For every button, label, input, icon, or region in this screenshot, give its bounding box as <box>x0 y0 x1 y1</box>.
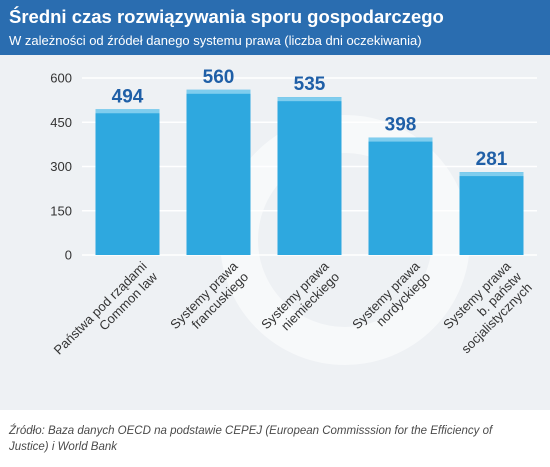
y-tick-label: 450 <box>50 115 72 130</box>
bar-cap <box>368 137 433 142</box>
data-label: 535 <box>294 74 326 95</box>
footer <box>0 410 550 467</box>
chart-subtitle: W zależności od źródeł danego systemu pr… <box>9 33 422 48</box>
data-label: 398 <box>385 115 417 136</box>
bar-cap <box>277 97 342 102</box>
data-label: 494 <box>112 86 144 107</box>
chart-title: Średni czas rozwiązywania sporu gospodar… <box>9 6 444 27</box>
bar <box>186 89 251 255</box>
data-label: 281 <box>476 149 508 170</box>
bar <box>459 172 524 255</box>
x-tick-label: Państwa pod rządamiCommon law <box>51 258 161 368</box>
bar-chart: 0 150 300 450 600 494 Państwa pod rządamiCommo… <box>50 67 537 368</box>
bar <box>95 109 160 256</box>
y-tick-label: 150 <box>50 203 72 218</box>
y-tick-label: 300 <box>50 159 72 174</box>
data-label: 560 <box>203 67 235 88</box>
plot-background <box>0 55 550 410</box>
bar <box>277 97 342 255</box>
y-tick-label: 0 <box>65 248 72 263</box>
bar-cap <box>95 109 160 114</box>
bar-cap <box>186 89 251 94</box>
x-tick-label: Systemy prawaniemieckiego <box>258 258 343 343</box>
chart-header: Średni czas rozwiązywania sporu gospodar… <box>0 0 550 55</box>
x-tick-label: Systemy prawanordyckiego <box>349 258 434 343</box>
y-tick-label: 600 <box>50 71 72 86</box>
x-tick-label: Systemy prawab. państwsocjalistycznych <box>437 258 535 356</box>
source-note: Źródło: Baza danych OECD na podstawie CE… <box>9 425 493 453</box>
bar <box>368 137 433 255</box>
x-tick-label-line: Państwa pod rządami <box>51 258 150 357</box>
x-tick-label: Systemy prawafrancuskiego <box>167 258 252 343</box>
bar-cap <box>459 172 524 177</box>
